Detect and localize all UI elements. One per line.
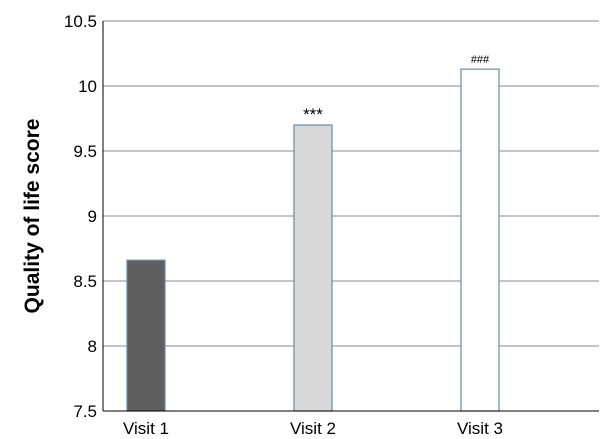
significance-annotations: *** ### — [303, 54, 490, 124]
significance-annotation: ### — [471, 54, 490, 66]
y-tick-label: 9.5 — [73, 142, 97, 161]
x-tick-label: Visit 1 — [123, 419, 169, 438]
y-tick-label: 8.5 — [73, 272, 97, 291]
y-tick-label: 8 — [88, 337, 97, 356]
axes — [102, 21, 599, 412]
bars — [126, 68, 500, 412]
y-tick-label: 7.5 — [73, 402, 97, 421]
gridlines — [103, 20, 599, 347]
y-axis-label: Quality of life score — [21, 119, 44, 314]
bar-visit-3 — [460, 68, 500, 412]
bar-visit-1 — [126, 259, 166, 412]
x-tick-labels: Visit 1 Visit 2 Visit 3 — [123, 419, 503, 438]
y-tick-label: 10 — [78, 77, 97, 96]
bar-visit-2 — [293, 124, 333, 412]
y-tick-labels: 7.5 8 8.5 9 9.5 10 10.5 — [64, 12, 97, 421]
significance-annotation: *** — [303, 105, 323, 124]
x-tick-label: Visit 3 — [457, 419, 503, 438]
y-tick-label: 10.5 — [64, 12, 97, 31]
x-tick-label: Visit 2 — [290, 419, 336, 438]
y-tick-label: 9 — [88, 207, 97, 226]
